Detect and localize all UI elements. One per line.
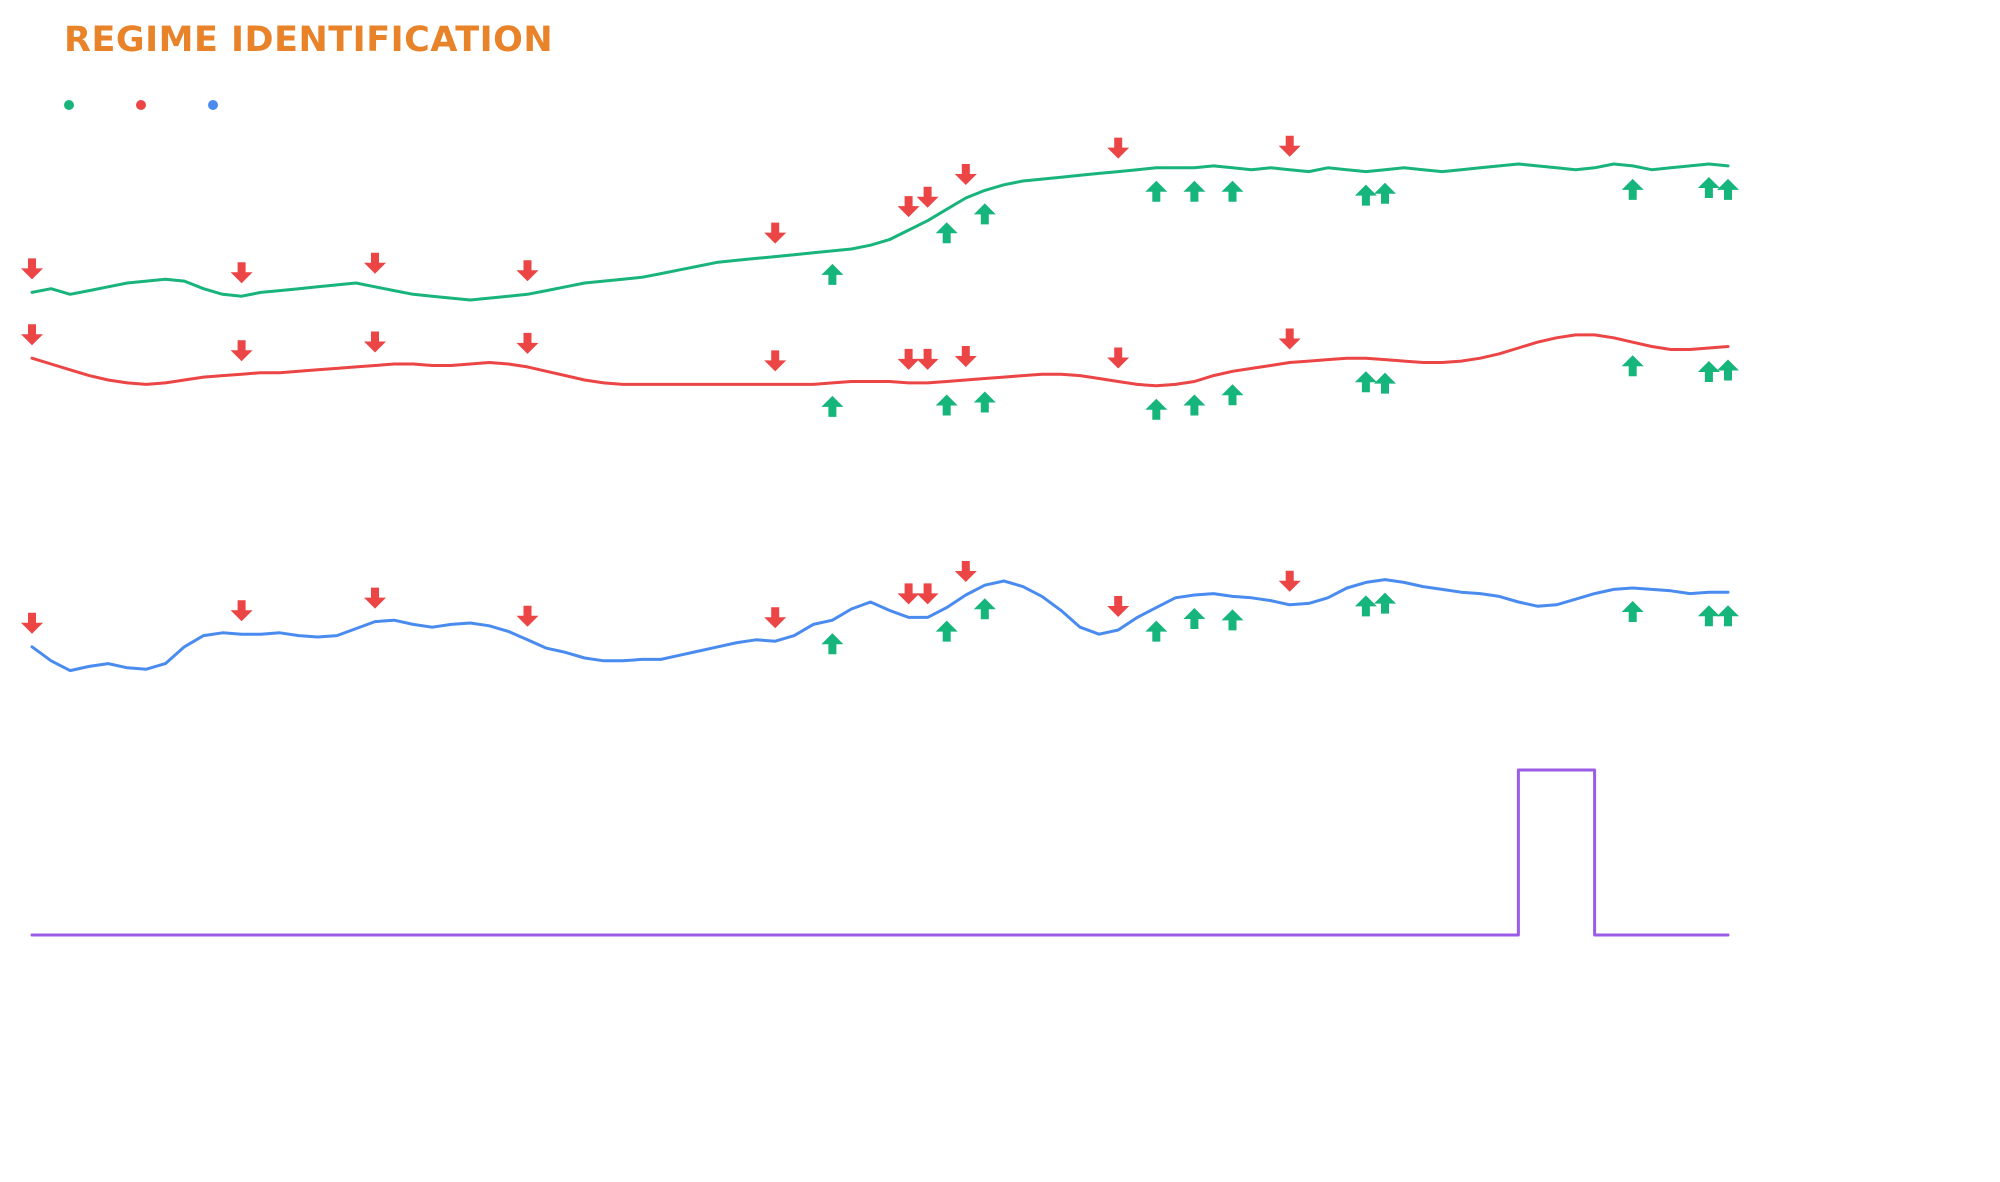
series-3-line (30, 578, 1730, 673)
sell-signal-marker (1278, 328, 1301, 350)
sell-signal-marker (230, 600, 253, 622)
sell-signal-marker (954, 164, 977, 185)
sell-signal-marker (21, 324, 43, 346)
sell-signal-marker (1107, 347, 1130, 369)
sell-signal-marker (916, 583, 939, 605)
buy-signal-marker (1621, 355, 1644, 377)
sell-signal-marker (364, 587, 386, 609)
legend-dot-3 (208, 100, 218, 110)
legend-item-1[interactable] (64, 100, 80, 110)
sell-signal-marker (21, 258, 43, 280)
sell-signal-marker (1107, 137, 1130, 159)
buy-signal-marker (1621, 178, 1644, 200)
buy-signal-marker (1354, 595, 1377, 617)
page-title: REGIME IDENTIFICATION (64, 20, 554, 60)
buy-signal-marker (821, 395, 844, 417)
sell-signal-marker (364, 252, 386, 274)
buy-signal-marker (821, 263, 844, 285)
series-4-group (30, 768, 1730, 937)
legend (64, 98, 280, 112)
series-4-line (30, 768, 1730, 937)
buy-signal-marker (821, 633, 844, 655)
buy-signal-marker (1145, 398, 1168, 420)
buy-signal-marker (1221, 609, 1244, 631)
sell-signal-marker (897, 196, 920, 218)
sell-signal-marker (897, 583, 920, 605)
sell-signal-marker (230, 340, 253, 362)
sell-signal-marker (764, 222, 787, 244)
buy-signal-marker (1354, 184, 1377, 206)
sell-signal-marker (764, 350, 787, 372)
buy-signal-marker (1374, 592, 1396, 614)
sell-signal-marker (916, 348, 939, 370)
buy-signal-marker (1354, 371, 1377, 393)
sell-signal-marker (21, 612, 43, 634)
buy-signal-marker (935, 620, 958, 642)
buy-signal-marker (973, 391, 996, 413)
sell-signal-marker (916, 186, 939, 208)
sell-signal-marker (516, 332, 539, 354)
legend-dot-1 (64, 100, 74, 110)
buy-signal-marker (1145, 620, 1168, 642)
buy-signal-marker (1697, 361, 1720, 382)
buy-signal-marker (1717, 605, 1739, 627)
series-3-group (21, 561, 1739, 673)
buy-signal-marker (973, 203, 996, 225)
sell-signal-marker (516, 605, 539, 627)
series-1-line (30, 162, 1730, 302)
legend-item-3[interactable] (208, 100, 224, 110)
series-2-group (21, 324, 1739, 420)
buy-signal-marker (1145, 180, 1168, 202)
buy-signal-marker (1717, 359, 1739, 381)
sell-signal-marker (516, 260, 539, 282)
sell-signal-marker (1278, 570, 1301, 592)
buy-signal-marker (1183, 608, 1206, 629)
buy-signal-marker (973, 598, 996, 620)
sell-signal-marker (230, 262, 253, 284)
buy-signal-marker (1374, 372, 1396, 394)
legend-item-2[interactable] (136, 100, 152, 110)
sell-signal-marker (1107, 596, 1130, 617)
series-2-line (30, 333, 1730, 388)
sell-signal-marker (897, 348, 920, 370)
buy-signal-marker (1221, 180, 1244, 202)
buy-signal-marker (1697, 177, 1720, 198)
buy-signal-marker (935, 394, 958, 416)
legend-dot-2 (136, 100, 146, 110)
buy-signal-marker (1183, 394, 1206, 416)
sell-signal-marker (764, 607, 787, 629)
series-1-group (21, 135, 1739, 302)
buy-signal-marker (935, 222, 958, 244)
buy-signal-marker (1717, 178, 1739, 200)
sell-signal-marker (954, 346, 977, 367)
buy-signal-marker (1374, 182, 1396, 204)
buy-signal-marker (1621, 601, 1644, 622)
sell-signal-marker (364, 331, 386, 353)
buy-signal-marker (1221, 384, 1244, 406)
sell-signal-marker (954, 561, 977, 582)
buy-signal-marker (1697, 605, 1720, 627)
sell-signal-marker (1278, 135, 1301, 157)
buy-signal-marker (1183, 180, 1206, 202)
